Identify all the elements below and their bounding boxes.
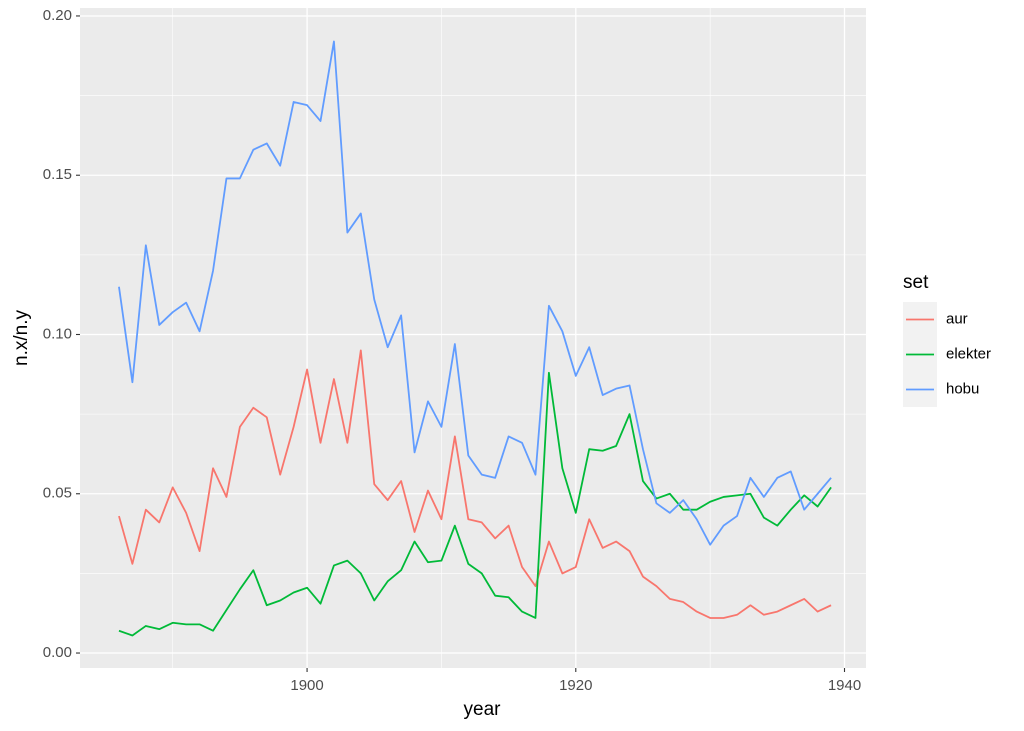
y-tick-label: 0.20: [43, 7, 72, 24]
y-tick-label: 0.10: [43, 325, 72, 342]
x-tick-label: 1940: [828, 677, 861, 694]
x-tick-label: 1920: [559, 677, 592, 694]
y-tick-label: 0.00: [43, 644, 72, 661]
plot: 0.00 0.05 0.10 0.15 0.20 1900 1920 1940: [43, 7, 866, 694]
panel: [80, 8, 866, 668]
line: [118, 349, 832, 619]
x-axis-title: year: [464, 699, 502, 720]
y-tick-label: 0.05: [43, 485, 72, 502]
y-tick-label: 0.15: [43, 166, 72, 183]
line: [118, 40, 832, 546]
legend-label: aur: [946, 310, 968, 327]
y-axis-title: n.x/n.y: [11, 310, 32, 366]
legend-label: elekter: [946, 345, 991, 362]
legend-label: hobu: [946, 380, 979, 397]
x-tick-label: 1900: [290, 677, 323, 694]
line: [118, 371, 832, 637]
legend-title: set: [903, 272, 929, 293]
